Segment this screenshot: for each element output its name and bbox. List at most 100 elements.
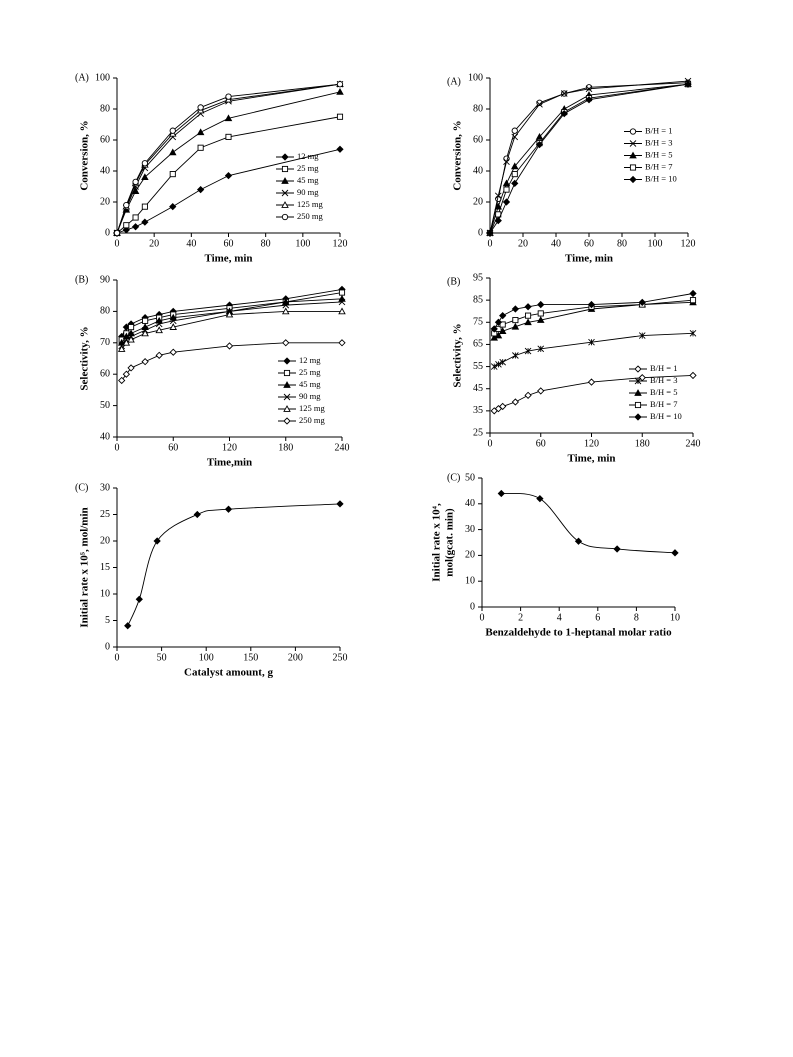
legend-marker	[634, 389, 642, 396]
y-tick-label: 55	[473, 361, 483, 372]
y-tick-label: 40	[473, 165, 483, 176]
y-tick-label: 10	[465, 575, 475, 586]
marker	[502, 198, 511, 206]
x-tick-label: 60	[584, 238, 594, 249]
y-tick-label: 70	[100, 337, 110, 348]
y-tick-label: 40	[465, 498, 475, 509]
legend-label: B/H = 7	[650, 399, 677, 409]
marker	[536, 316, 545, 323]
y-axis-label: Conversion, %	[79, 120, 91, 190]
x-tick-label: 240	[335, 442, 350, 453]
marker	[689, 297, 697, 304]
marker	[511, 322, 520, 330]
legend-label: B/H = 3	[645, 137, 672, 147]
x-axis-label: Benzaldehyde to 1-heptanal molar ratio	[485, 627, 672, 639]
legend-marker	[281, 177, 289, 184]
series-line	[494, 332, 694, 367]
marker	[123, 201, 130, 209]
x-tick-label: 200	[288, 652, 303, 663]
panel-label: (B)	[75, 274, 88, 285]
series-line	[489, 83, 689, 234]
marker	[169, 348, 177, 356]
y-tick-label: 60	[473, 134, 483, 145]
marker	[135, 595, 143, 603]
x-tick-label: 150	[243, 652, 258, 663]
x-tick-label: 250	[333, 652, 348, 663]
marker	[638, 332, 646, 339]
marker	[587, 378, 596, 386]
legend-marker	[629, 128, 637, 135]
marker	[197, 144, 204, 151]
marker	[560, 90, 568, 97]
panel-label: (C)	[75, 482, 88, 493]
legend-marker	[283, 369, 291, 377]
y-tick-label: 0	[105, 641, 110, 652]
y-tick-label: 100	[95, 72, 110, 83]
y-tick-label: 15	[100, 562, 110, 573]
series-line	[489, 83, 689, 234]
marker	[169, 127, 176, 134]
marker	[537, 345, 545, 353]
x-tick-label: 40	[551, 238, 561, 249]
x-tick-label: 120	[333, 238, 348, 249]
x-tick-label: 2	[518, 612, 523, 623]
marker	[613, 545, 621, 553]
marker	[122, 370, 131, 378]
y-tick-label: 20	[100, 535, 110, 546]
marker	[511, 179, 519, 188]
marker	[587, 300, 596, 309]
marker	[490, 363, 498, 370]
marker	[689, 289, 697, 298]
marker	[511, 127, 518, 134]
y-tick-label: 0	[470, 601, 475, 612]
legend-marker	[634, 365, 642, 373]
marker	[127, 364, 135, 372]
marker	[155, 326, 163, 334]
marker	[155, 320, 163, 328]
marker	[225, 93, 232, 100]
x-tick-label: 60	[168, 442, 178, 453]
x-tick-label: 120	[222, 442, 237, 453]
y-tick-label: 0	[478, 227, 483, 238]
y-tick-label: 10	[100, 588, 110, 599]
legend-marker	[629, 140, 637, 147]
y-tick-label: 0	[105, 227, 110, 238]
marker	[510, 162, 519, 170]
marker	[494, 216, 502, 225]
x-tick-label: 6	[595, 612, 600, 623]
x-tick-label: 120	[681, 238, 696, 249]
x-tick-label: 100	[648, 238, 663, 249]
marker	[560, 110, 568, 118]
marker	[336, 88, 344, 95]
series-line	[489, 82, 689, 234]
marker	[499, 358, 507, 366]
legend-label: 25 mg	[297, 163, 319, 173]
x-tick-label: 180	[278, 442, 293, 453]
legend-marker	[629, 164, 637, 171]
legend-label: B/H = 5	[650, 387, 677, 397]
marker	[585, 96, 593, 104]
legend: B/H = 1 B/H = 3 B/H = 5 B/H = 7 B/H = 10	[629, 363, 682, 421]
marker	[524, 391, 532, 399]
x-tick-label: 0	[115, 238, 120, 249]
legend-label: B/H = 10	[650, 411, 682, 421]
marker	[169, 203, 177, 211]
marker	[124, 622, 132, 630]
y-axis-label: Conversion, %	[452, 120, 464, 190]
marker	[511, 171, 518, 178]
marker	[503, 186, 510, 193]
y-tick-label: 75	[473, 317, 483, 328]
marker	[684, 80, 692, 88]
marker	[512, 352, 519, 359]
x-tick-label: 8	[634, 612, 639, 623]
series-line	[489, 80, 689, 234]
marker	[132, 178, 139, 186]
y-tick-label: 80	[100, 306, 110, 317]
y-axis-label: Selectivity, %	[452, 323, 464, 387]
marker	[537, 310, 544, 317]
y-axis-label: mol(gcat. min)	[444, 508, 456, 577]
chart-panel: 25 35 45 55 65 75 85 95 0 60 120 180 240 Time, min Sel…	[447, 272, 701, 464]
y-axis-label: Selectivity, %	[79, 326, 91, 390]
marker	[128, 324, 135, 331]
